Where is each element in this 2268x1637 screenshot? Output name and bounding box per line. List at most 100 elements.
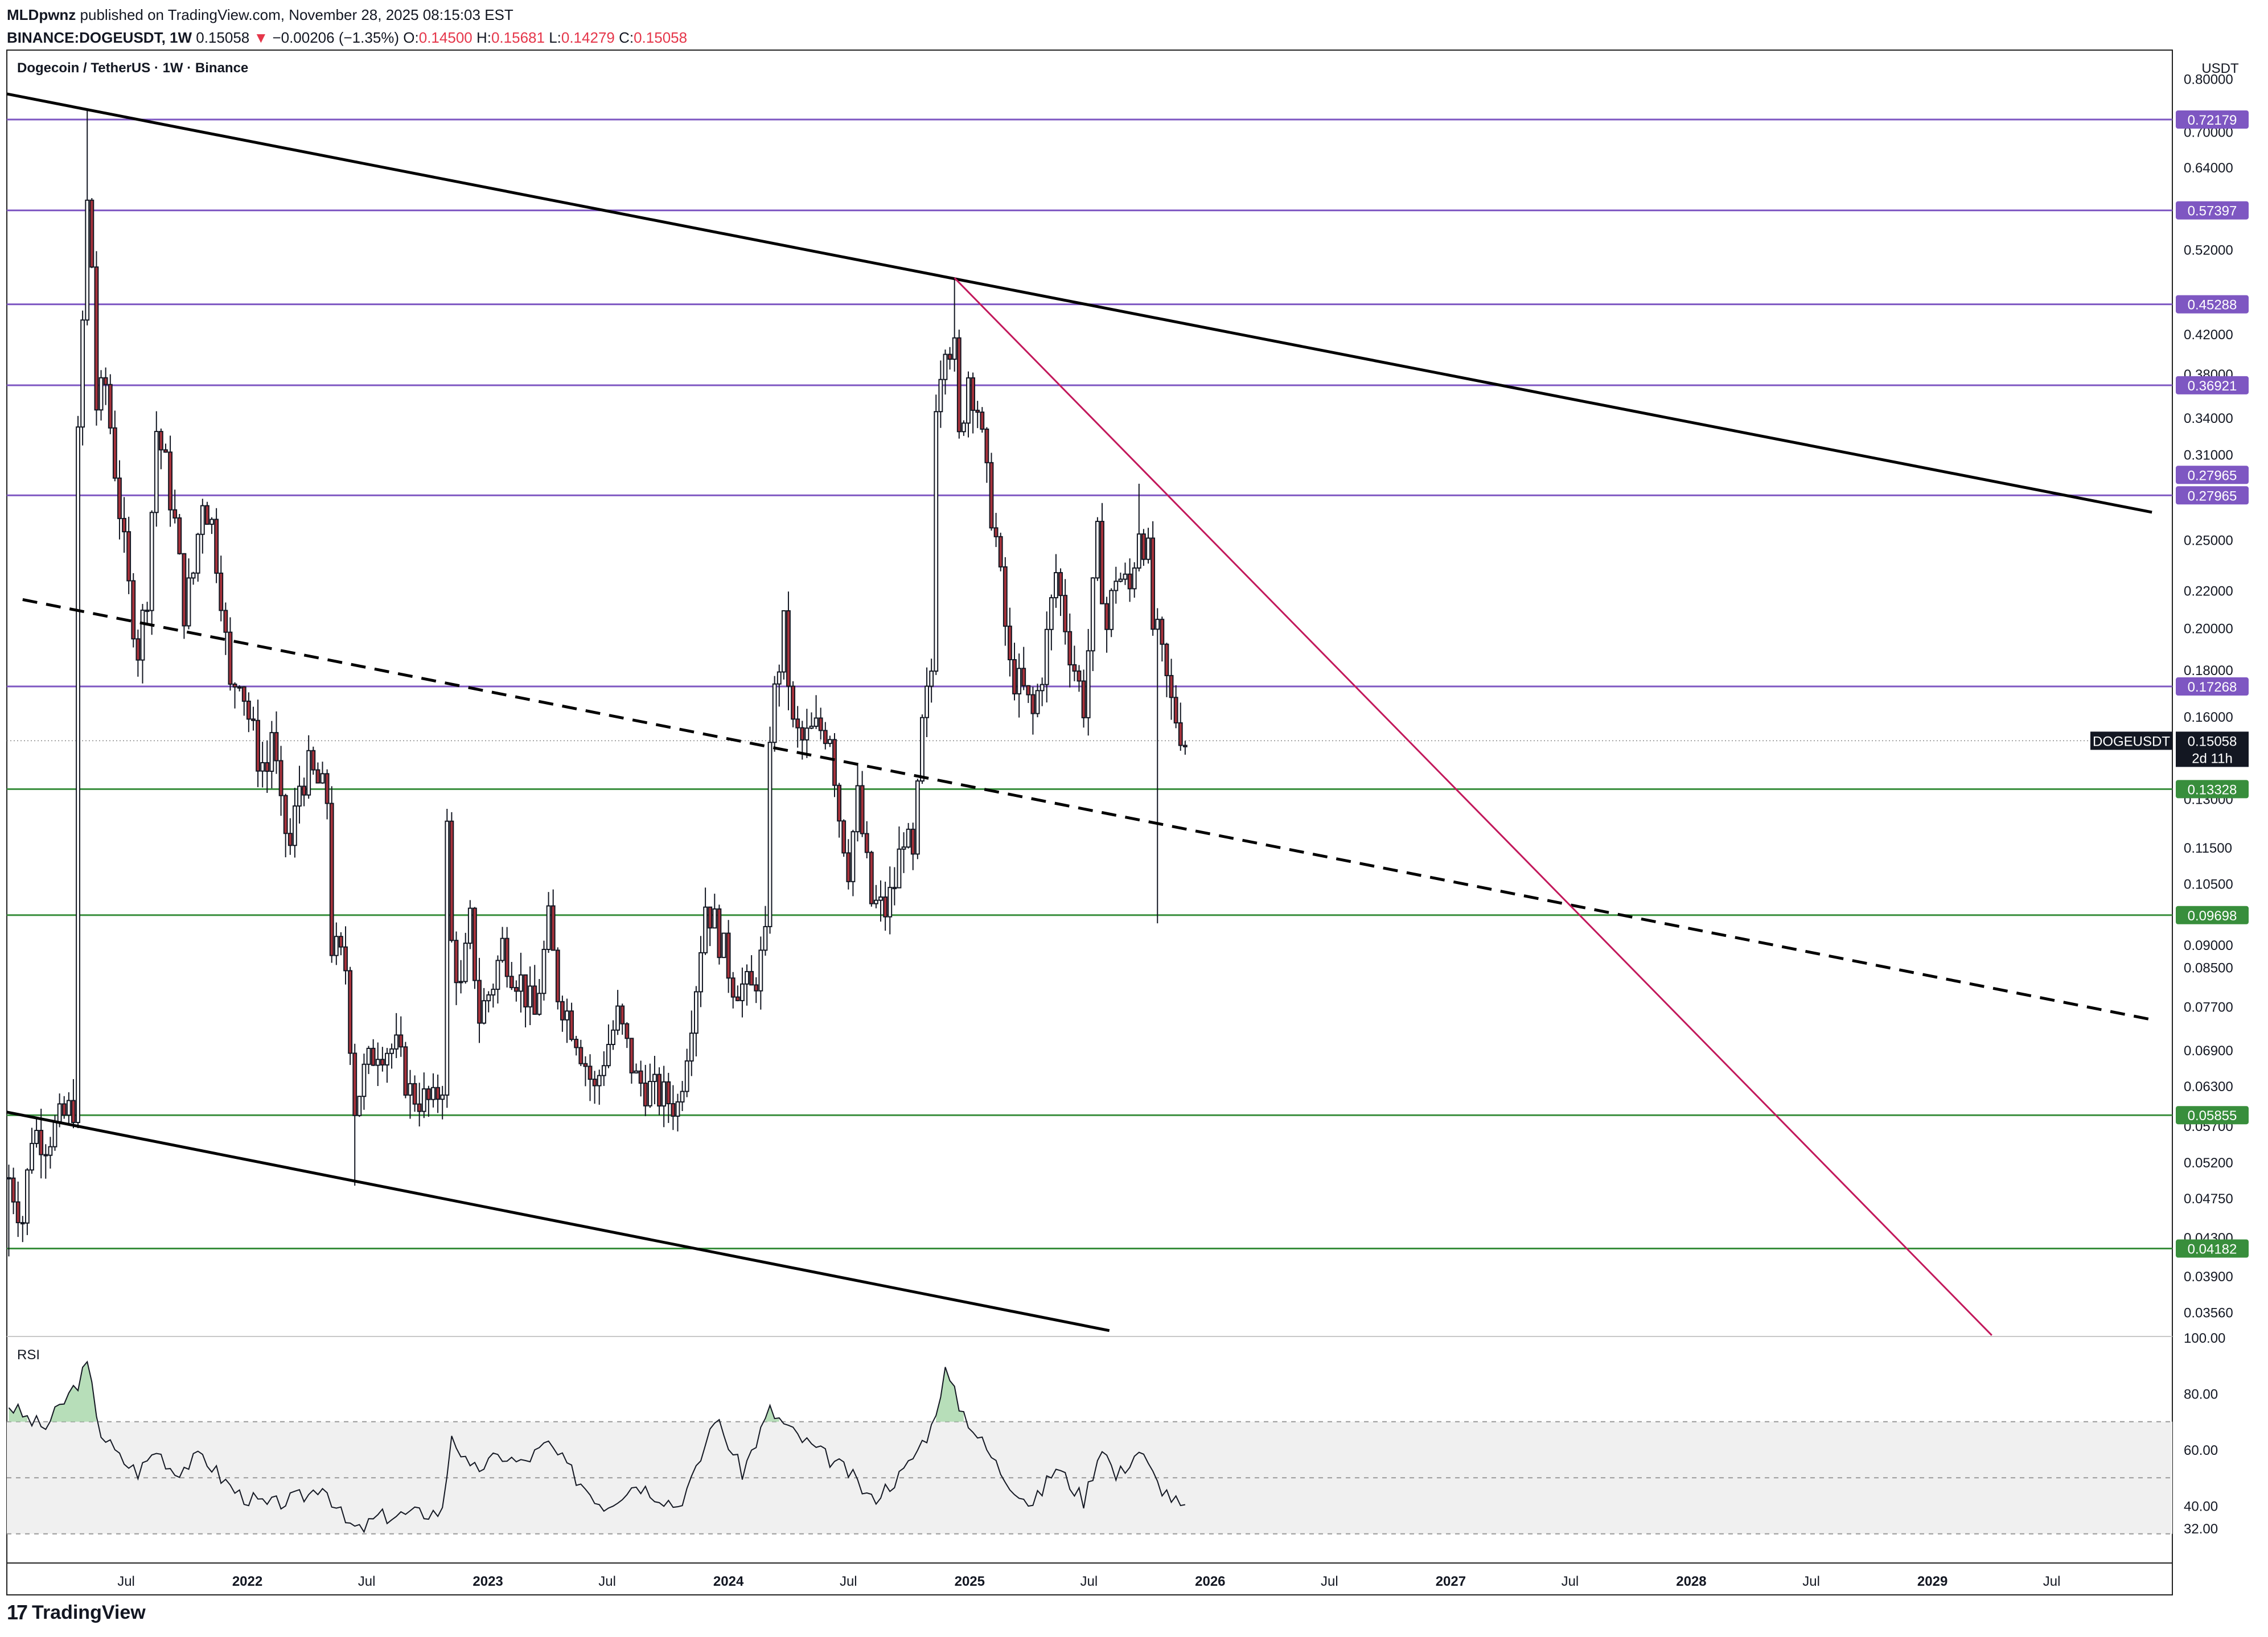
candle-down	[163, 449, 168, 453]
candle-down	[352, 1052, 358, 1116]
level-price-tag: 0.72179	[2188, 113, 2237, 128]
last-price-tag: 0.15058	[2188, 734, 2237, 749]
level-price-tag-bg	[2176, 1106, 2249, 1125]
open-value: 0.14500	[418, 29, 472, 46]
candle-down	[947, 353, 952, 360]
candle-down	[89, 199, 94, 268]
candle-up	[813, 717, 819, 727]
candle-up	[1146, 537, 1151, 560]
candle-down	[754, 984, 759, 992]
ohlc-line: BINANCE:DOGEUSDT, 1W 0.15058 ▼ −0.00206 …	[7, 26, 2170, 49]
time-tick-label: 2023	[472, 1574, 503, 1589]
candle-up	[961, 422, 966, 433]
candle-up	[929, 671, 934, 687]
candle-up	[804, 727, 810, 741]
pane-title: Dogecoin / TetherUS · 1W · Binance	[17, 60, 248, 76]
candle-up	[1035, 690, 1040, 714]
candle-down	[749, 970, 754, 986]
time-tick-label: Jul	[2043, 1574, 2061, 1589]
candle-up	[140, 610, 145, 661]
candle-up	[389, 1048, 394, 1054]
price-tick-label: 0.80000	[2184, 72, 2233, 87]
candle-up	[606, 1044, 611, 1067]
candle-up	[191, 572, 196, 579]
price-tick-label: 0.05200	[2184, 1155, 2233, 1171]
candle-up	[878, 896, 883, 901]
candle-up	[1123, 573, 1128, 580]
tradingview-logo[interactable]: 17 TradingView	[7, 1601, 146, 1624]
rsi-tick-label: 100.00	[2184, 1331, 2225, 1346]
candle-down	[1141, 533, 1146, 560]
level-price-tag-bg	[2176, 780, 2249, 799]
candle-down	[629, 1038, 634, 1073]
candle-up	[209, 519, 214, 525]
level-price-tag: 0.36921	[2188, 379, 2237, 394]
time-tick-label: Jul	[1802, 1574, 1820, 1589]
candle-down	[864, 833, 869, 853]
publisher-name[interactable]: MLDpwnz	[7, 6, 76, 23]
time-tick-label: Jul	[1321, 1574, 1338, 1589]
candle-down	[1100, 521, 1104, 604]
candle-up	[482, 1000, 487, 1024]
candle-down	[569, 1010, 574, 1040]
candle-up	[938, 379, 943, 413]
candle-up	[1044, 628, 1049, 685]
candle-down	[20, 1222, 25, 1225]
candle-down	[643, 1082, 648, 1107]
time-tick-label: Jul	[117, 1574, 135, 1589]
candle-down	[435, 1087, 441, 1100]
candle-up	[306, 750, 311, 796]
candle-up	[615, 1005, 621, 1031]
level-price-tag-bg	[2176, 110, 2249, 129]
candle-down	[39, 1130, 44, 1155]
chart-header: MLDpwnz published on TradingView.com, No…	[7, 3, 2170, 49]
candle-up	[440, 1094, 445, 1100]
candle-down	[103, 377, 108, 385]
candle-up	[85, 199, 90, 321]
close-value: 0.15058	[634, 29, 688, 46]
candle-down	[15, 1201, 20, 1224]
rsi-tick-label: 32.00	[2184, 1521, 2218, 1537]
candle-up	[680, 1091, 685, 1103]
candle-down	[219, 572, 224, 611]
candle-down	[1182, 745, 1188, 747]
candle-down	[1127, 573, 1132, 590]
candle-down	[177, 517, 182, 554]
candle-down	[43, 1154, 48, 1157]
extra-price-tag: 0.27965	[2188, 468, 2237, 483]
candle-up	[758, 949, 763, 992]
candle-down	[730, 977, 736, 998]
candle-down	[795, 718, 800, 729]
price-tick-label: 0.42000	[2184, 327, 2233, 343]
time-tick-label: 2026	[1195, 1574, 1225, 1589]
dashed-trendline	[22, 598, 2152, 1021]
candle-down	[112, 427, 117, 479]
candle-up	[915, 780, 920, 855]
candle-down	[1081, 680, 1086, 718]
candle-down	[513, 987, 519, 992]
candle-up	[776, 671, 782, 685]
candle-down	[287, 833, 293, 846]
candle-down	[504, 937, 510, 977]
time-tick-label: 2022	[232, 1574, 262, 1589]
candle-down	[892, 887, 897, 890]
candle-down	[11, 1177, 16, 1203]
rsi-tick-label: 80.00	[2184, 1387, 2218, 1402]
candle-up	[149, 512, 154, 611]
price-tick-label: 0.31000	[2184, 448, 2233, 463]
candle-down	[108, 384, 113, 429]
candle-down	[587, 1066, 593, 1080]
candle-down	[412, 1083, 417, 1105]
price-tick-label: 0.04750	[2184, 1191, 2233, 1207]
candle-up	[541, 948, 547, 994]
symbol-text: BINANCE:DOGEUSDT, 1W	[7, 29, 192, 46]
candle-down	[984, 428, 989, 463]
candle-down	[578, 1047, 584, 1064]
candle-up	[154, 431, 159, 513]
candle-up	[495, 960, 500, 990]
candle-up	[634, 1070, 639, 1073]
candle-down	[993, 527, 999, 537]
candle-down	[1169, 674, 1174, 698]
candle-up	[486, 994, 491, 1002]
